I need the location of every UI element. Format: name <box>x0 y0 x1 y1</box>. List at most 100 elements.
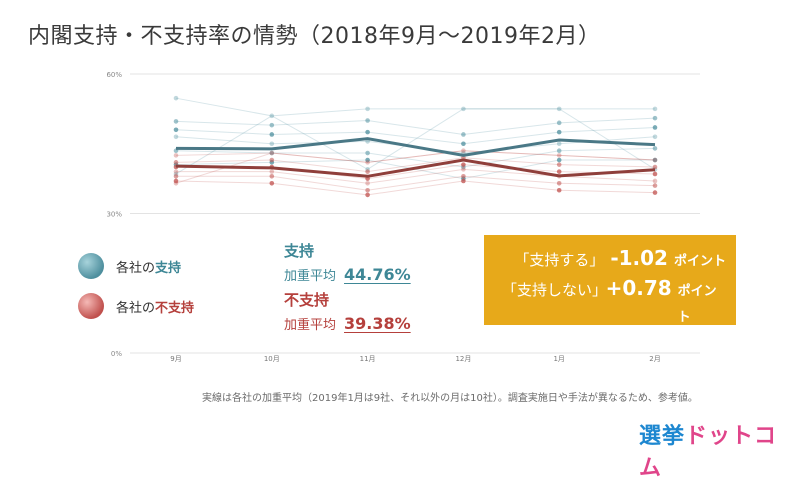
company-point <box>365 160 370 165</box>
company-line <box>176 168 656 184</box>
company-point <box>652 178 658 184</box>
company-point <box>556 187 562 193</box>
support-average-block: 支持 加重平均 44.76% <box>284 240 411 284</box>
nonsupport-change-value: +0.78 <box>605 276 672 300</box>
company-point <box>365 118 370 123</box>
company-point <box>461 174 466 179</box>
company-point <box>269 157 275 163</box>
company-point <box>556 162 562 167</box>
brand-logo: 選挙ドットコム <box>639 418 800 482</box>
company-point <box>461 106 466 112</box>
company-line <box>175 108 656 175</box>
company-point <box>556 153 562 158</box>
change-note: （各社の加重平均の前回比） <box>596 337 726 348</box>
company-point <box>652 183 658 188</box>
company-point <box>461 148 466 154</box>
x-tick-label: 12月 <box>455 355 471 363</box>
company-point <box>269 141 275 147</box>
company-point <box>173 134 179 140</box>
support-change-unit: ポイント <box>673 254 726 269</box>
company-line <box>175 147 656 168</box>
company-line <box>175 157 656 173</box>
company-point <box>173 127 179 133</box>
company-point <box>652 125 658 130</box>
company-point <box>173 95 179 101</box>
company-point <box>556 106 562 112</box>
footnote: 実線は各社の加重平均（2019年1月は9社、それ以外の月は10社）。調査実施日や… <box>202 393 698 404</box>
company-point <box>365 129 370 135</box>
company-point <box>269 122 275 128</box>
company-point <box>173 153 179 158</box>
company-point <box>461 162 466 167</box>
legend-support-key: 支持 <box>155 260 182 276</box>
nonsupport-change-unit: ポイント <box>677 284 717 325</box>
company-line <box>175 117 656 135</box>
company-point <box>652 157 658 163</box>
company-point <box>269 150 275 156</box>
company-point <box>365 180 370 186</box>
y-tick-label: 0% <box>111 350 122 358</box>
company-point <box>461 132 466 137</box>
company-point <box>652 115 658 121</box>
nonsupport-weighted-label: 加重平均 <box>284 318 337 333</box>
support-weighted-label: 加重平均 <box>284 269 337 284</box>
support-change-label: 「支持する」 <box>514 251 605 269</box>
company-point <box>652 106 658 112</box>
company-point <box>269 150 275 156</box>
change-summary-box: 「支持する」 -1.02 ポイント 「支持しない」 +0.78 ポイント （各社… <box>484 235 736 348</box>
company-point <box>173 180 179 186</box>
company-line <box>175 126 656 145</box>
company-point <box>556 141 562 147</box>
company-line <box>175 150 656 163</box>
company-line <box>175 180 656 196</box>
line-chart: 60% 30% 0% 9月 10月 11月 12月 1月 2月 <box>106 71 700 363</box>
nonsupport-average-value: 39.38% <box>344 314 411 333</box>
company-point <box>365 187 370 193</box>
support-average-heading: 支持 <box>284 242 315 260</box>
company-point <box>365 192 370 198</box>
legend-support: 各社の支持 <box>78 253 181 279</box>
company-point <box>269 113 275 119</box>
y-tick-label: 60% <box>106 71 122 79</box>
company-point <box>556 157 562 163</box>
legend-nonsupport-key: 不支持 <box>155 300 195 316</box>
company-point <box>556 180 562 186</box>
company-point <box>556 148 562 154</box>
x-tick-label: 2月 <box>649 355 660 363</box>
nonsupport-average-line <box>175 158 656 178</box>
company-point <box>173 174 179 179</box>
company-line <box>176 175 656 191</box>
company-point <box>556 129 562 135</box>
nonsupport-change-row: 「支持しない」 +0.78 ポイント <box>502 275 726 331</box>
company-point <box>652 146 658 151</box>
company-point <box>556 120 562 126</box>
company-line <box>175 97 655 117</box>
company-point <box>173 178 179 184</box>
company-point <box>173 169 179 174</box>
support-change-row: 「支持する」 -1.02 ポイント <box>502 245 726 275</box>
nonsupport-legend-icon <box>78 293 104 319</box>
company-point <box>652 190 658 195</box>
support-average-line <box>175 137 656 157</box>
company-line <box>175 150 656 184</box>
nonsupport-average-heading: 不支持 <box>284 291 330 309</box>
brand-logo-part-a: 選挙 <box>639 424 686 449</box>
company-point <box>461 167 466 172</box>
legend-nonsupport-label: 各社の不支持 <box>116 297 194 316</box>
x-tick-label: 11月 <box>360 355 376 363</box>
x-tick-label: 9月 <box>170 355 181 363</box>
legend-support-prefix: 各社の <box>116 260 156 276</box>
company-point <box>365 157 370 163</box>
company-point <box>652 164 658 170</box>
company-point <box>461 178 466 184</box>
legend-nonsupport-prefix: 各社の <box>116 300 156 316</box>
legend-nonsupport: 各社の不支持 <box>78 293 194 319</box>
company-point <box>652 171 658 177</box>
company-point <box>461 141 466 147</box>
nonsupport-average-block: 不支持 加重平均 39.38% <box>284 289 411 333</box>
company-point <box>365 106 370 112</box>
x-tick-label: 10月 <box>264 355 280 363</box>
page-title: 内閣支持・不支持率の情勢（2018年9月～2019年2月） <box>28 24 601 49</box>
company-point <box>269 132 275 137</box>
company-point <box>365 169 370 174</box>
